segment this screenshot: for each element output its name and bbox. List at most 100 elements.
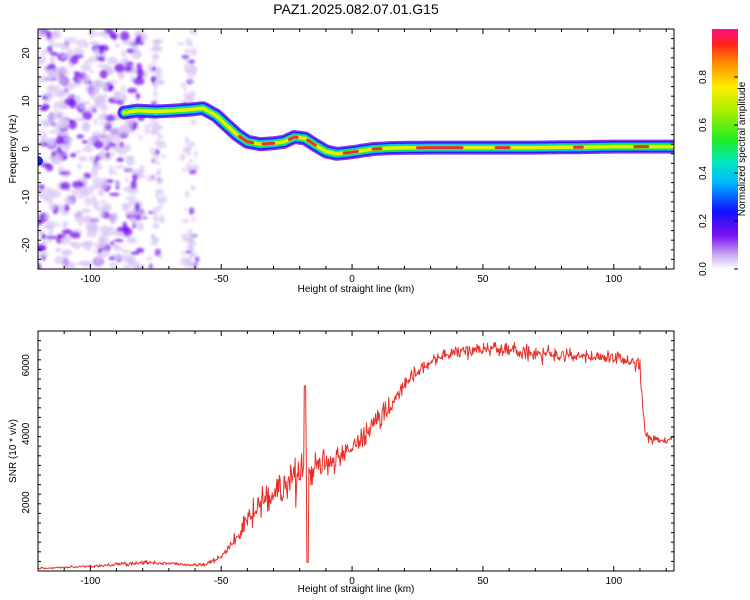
spectrogram-noise-blob — [92, 162, 103, 170]
spectrogram-noise-blob — [187, 233, 194, 237]
spectrogram-x-tick-label: 50 — [477, 274, 489, 285]
spectrogram-noise-blob — [58, 70, 70, 77]
spectrogram-noise-blob — [183, 208, 187, 212]
spectrogram-y-axis-label: Frequency (Hz) — [8, 115, 19, 184]
spectrogram-noise-blob — [82, 147, 94, 153]
spectrogram-noise-blob — [155, 120, 160, 127]
spectrogram-noise-blob — [63, 203, 70, 213]
spectrogram-noise-blob — [122, 143, 132, 153]
spectrogram-noise-blob — [69, 55, 79, 65]
spectrogram-noise-blob — [190, 184, 196, 191]
spectrogram-noise-blob — [95, 96, 100, 106]
spectrogram-noise-blob — [114, 42, 120, 49]
spectrogram-noise-blob — [149, 147, 154, 153]
spectrogram-noise-blob — [82, 110, 93, 121]
spectrogram-noise-blob — [138, 135, 143, 140]
spectrogram-noise-blob — [105, 151, 110, 158]
spectrogram-noise-blob — [54, 255, 65, 265]
spectrogram-noise-blob — [183, 86, 187, 93]
snr-plot-layer — [38, 342, 674, 570]
colorbar-gradient-bar — [712, 29, 738, 269]
spectrogram-noise-blob — [80, 241, 86, 248]
spectrogram-noise-blob — [75, 210, 83, 218]
spectrogram-noise-blob — [47, 239, 53, 243]
spectrogram-noise-blob — [102, 127, 107, 135]
spectrogram-noise-blob — [121, 50, 127, 58]
spectrogram-noise-blob — [127, 200, 137, 206]
spectrogram-noise-blob — [113, 238, 124, 243]
spectrogram-noise-blob — [126, 87, 138, 94]
spectrogram-noise-blob — [154, 248, 161, 257]
spectrogram-noise-blob — [126, 168, 135, 174]
spectrogram-noise-blob — [144, 128, 151, 134]
spectrogram-noise-blob — [188, 91, 193, 100]
spectrogram-noise-blob — [67, 93, 73, 100]
spectrogram-noise-blob — [92, 217, 101, 223]
spectrogram-noise-blob — [61, 257, 68, 267]
spectrogram-noise-blob — [151, 173, 156, 182]
spectrogram-noise-blob — [58, 103, 69, 110]
spectrogram-noise-blob — [157, 195, 161, 203]
spectrogram-noise-blob — [158, 217, 166, 224]
ridge-peak-segment — [306, 138, 317, 147]
spectrogram-noise-blob — [40, 240, 49, 245]
colorbar-tick-label: 0.6 — [698, 118, 709, 132]
spectrogram-noise-blob — [92, 259, 104, 267]
spectrogram-noise-blob — [84, 196, 92, 206]
snr-y-tick-label: 4000 — [21, 422, 32, 445]
spectrogram-noise-blob — [73, 117, 85, 122]
spectrogram-noise-blob — [79, 103, 86, 110]
spectrogram-noise-blob — [134, 263, 145, 269]
spectrogram-noise-blob — [66, 81, 75, 91]
spectrogram-noise-blob — [181, 54, 190, 60]
spectrogram-noise-blob — [54, 247, 62, 253]
spectrogram-noise-blob — [92, 177, 104, 185]
spectrogram-noise-blob — [108, 84, 114, 92]
spectrogram-noise-blob — [150, 75, 158, 82]
colorbar-tick-label: 0.8 — [698, 70, 709, 84]
spectrogram-noise-blob — [109, 151, 116, 156]
spectrogram-noise-blob — [132, 173, 139, 182]
spectrogram-noise-blob — [102, 112, 107, 119]
spectrogram-noise-blob — [120, 85, 126, 93]
spectrogram-noise-blob — [98, 235, 106, 242]
spectrogram-noise-blob — [38, 54, 46, 65]
spectrogram-noise-blob — [190, 118, 196, 126]
colorbar-tick-label: 0.0 — [698, 262, 709, 276]
spectrogram-noise-blob — [188, 59, 195, 64]
spectrogram-noise-blob — [92, 199, 100, 210]
spectrogram-noise-blob — [139, 212, 145, 221]
spectrogram-noise-blob — [187, 145, 192, 152]
spectrogram-noise-blob — [84, 42, 89, 49]
spectrogram-noise-blob — [185, 37, 192, 46]
spectrogram-noise-blob — [47, 68, 54, 78]
spectrogram-noise-blob — [38, 129, 44, 133]
spectrogram-noise-blob — [65, 44, 70, 50]
spectrogram-noise-blob — [185, 136, 189, 143]
spectrogram-noise-blob — [45, 30, 53, 40]
spectrogram-noise-blob — [109, 192, 120, 197]
spectrogram-noise-blob — [154, 139, 162, 148]
spectrogram-noise-blob — [78, 155, 88, 162]
spectrogram-noise-blob — [133, 169, 144, 175]
spectrogram-noise-blob — [183, 92, 190, 100]
spectrogram-noise-blob — [187, 165, 192, 171]
spectrogram-noise-blob — [105, 136, 110, 147]
spectrogram-noise-blob — [149, 129, 157, 135]
spectrogram-noise-blob — [147, 210, 155, 215]
spectrogram-noise-blob — [191, 217, 196, 222]
spectrogram-noise-blob — [148, 263, 153, 269]
spectrogram-y-tick-label: -10 — [21, 189, 32, 204]
spectrogram-noise-blob — [52, 67, 62, 72]
spectrogram-noise-blob — [55, 136, 64, 145]
spectrogram-noise-blob — [98, 122, 110, 126]
spectrogram-noise-blob — [60, 210, 70, 216]
spectrogram-noise-blob — [121, 202, 128, 207]
spectrogram-noise-blob — [137, 75, 142, 80]
spectrogram-x-tick-label: -100 — [80, 274, 100, 285]
spectrogram-noise-blob — [60, 237, 70, 245]
spectrogram-noise-blob — [147, 63, 153, 70]
spectrogram-noise-blob — [70, 152, 77, 158]
spectrogram-noise-blob — [125, 195, 137, 201]
